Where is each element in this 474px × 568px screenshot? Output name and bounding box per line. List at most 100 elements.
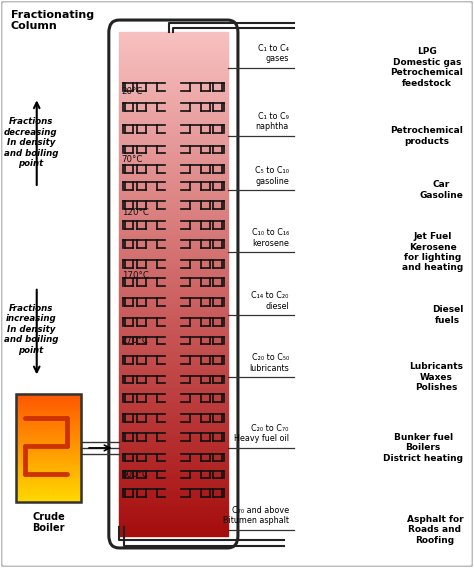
Bar <box>119 277 228 281</box>
Bar <box>16 439 82 441</box>
Bar <box>119 321 228 324</box>
Bar <box>119 96 228 99</box>
Bar <box>119 150 228 153</box>
Bar <box>119 53 228 56</box>
Bar <box>119 405 228 408</box>
Bar <box>119 187 228 190</box>
Bar <box>16 462 82 464</box>
Bar <box>16 416 82 417</box>
Bar <box>119 532 228 536</box>
Bar <box>119 261 228 264</box>
Bar <box>119 214 228 217</box>
Bar <box>16 477 82 478</box>
Bar <box>119 512 228 515</box>
Bar <box>119 99 228 103</box>
Bar <box>16 486 82 487</box>
Bar <box>119 43 228 46</box>
Bar <box>16 492 82 495</box>
Bar <box>16 496 82 498</box>
Bar <box>16 455 82 457</box>
Text: Car
Gasoline: Car Gasoline <box>419 181 463 200</box>
Text: 70°C: 70°C <box>121 155 143 164</box>
Bar <box>119 385 228 388</box>
Bar <box>119 462 228 465</box>
Bar <box>119 395 228 398</box>
Bar <box>119 177 228 180</box>
Text: C₅ to C₁₀
gasoline: C₅ to C₁₀ gasoline <box>255 166 289 186</box>
Bar <box>119 36 228 39</box>
Bar <box>119 163 228 166</box>
Bar <box>16 441 82 442</box>
Bar <box>16 450 82 452</box>
Bar <box>119 233 228 237</box>
Bar <box>16 489 82 491</box>
Bar <box>119 264 228 267</box>
Text: 20°C: 20°C <box>121 87 143 97</box>
Bar <box>119 203 228 207</box>
Bar <box>16 405 82 407</box>
Bar <box>119 478 228 482</box>
Bar <box>16 461 82 462</box>
Bar <box>16 452 82 453</box>
Bar <box>119 83 228 86</box>
Bar <box>119 227 228 231</box>
Text: 120°C: 120°C <box>121 208 148 217</box>
Bar <box>16 484 82 486</box>
Bar <box>119 328 228 331</box>
Bar <box>119 220 228 224</box>
Bar <box>119 418 228 421</box>
Bar <box>16 467 82 469</box>
Bar <box>119 267 228 270</box>
Bar <box>16 446 82 448</box>
Bar <box>119 76 228 80</box>
Bar <box>119 311 228 314</box>
Bar <box>16 412 82 414</box>
Bar <box>119 49 228 53</box>
Text: 170°C: 170°C <box>121 271 148 280</box>
Bar <box>119 197 228 200</box>
Bar <box>16 394 82 396</box>
Bar <box>119 113 228 116</box>
Bar <box>16 396 82 398</box>
Bar <box>119 69 228 73</box>
Bar <box>119 506 228 509</box>
Bar <box>119 194 228 197</box>
Bar <box>119 428 228 432</box>
Bar <box>119 103 228 106</box>
Bar <box>16 423 82 425</box>
Text: Asphalt for
Roads and
Roofing: Asphalt for Roads and Roofing <box>407 515 463 545</box>
Bar <box>119 207 228 210</box>
Bar <box>119 190 228 194</box>
Bar <box>16 448 82 450</box>
Text: C₇₀ and above
Bitumen asphalt: C₇₀ and above Bitumen asphalt <box>223 506 289 525</box>
Bar <box>119 301 228 304</box>
Bar <box>119 435 228 438</box>
Bar <box>119 136 228 140</box>
Bar <box>119 130 228 133</box>
Bar <box>16 414 82 416</box>
Text: C₁ to C₄
gases: C₁ to C₄ gases <box>258 44 289 63</box>
Bar <box>119 488 228 492</box>
Bar <box>119 391 228 395</box>
Bar <box>119 32 228 36</box>
Bar <box>119 39 228 43</box>
Bar <box>16 464 82 466</box>
Bar <box>119 442 228 445</box>
Bar <box>119 341 228 344</box>
Bar <box>119 475 228 478</box>
Bar <box>119 116 228 120</box>
Bar <box>16 425 82 427</box>
Text: C₂₀ to C₇₀
Heavy fuel oil: C₂₀ to C₇₀ Heavy fuel oil <box>234 424 289 444</box>
Bar <box>119 371 228 374</box>
Text: 270°C: 270°C <box>121 336 148 345</box>
Bar <box>16 436 82 437</box>
Bar <box>119 200 228 203</box>
Bar <box>119 365 228 368</box>
Bar <box>119 62 228 66</box>
Bar <box>119 337 228 341</box>
Bar <box>16 433 82 436</box>
Bar <box>119 294 228 298</box>
Bar <box>119 485 228 488</box>
Bar <box>119 381 228 385</box>
Text: Bunker fuel
Boilers
District heating: Bunker fuel Boilers District heating <box>383 433 463 463</box>
